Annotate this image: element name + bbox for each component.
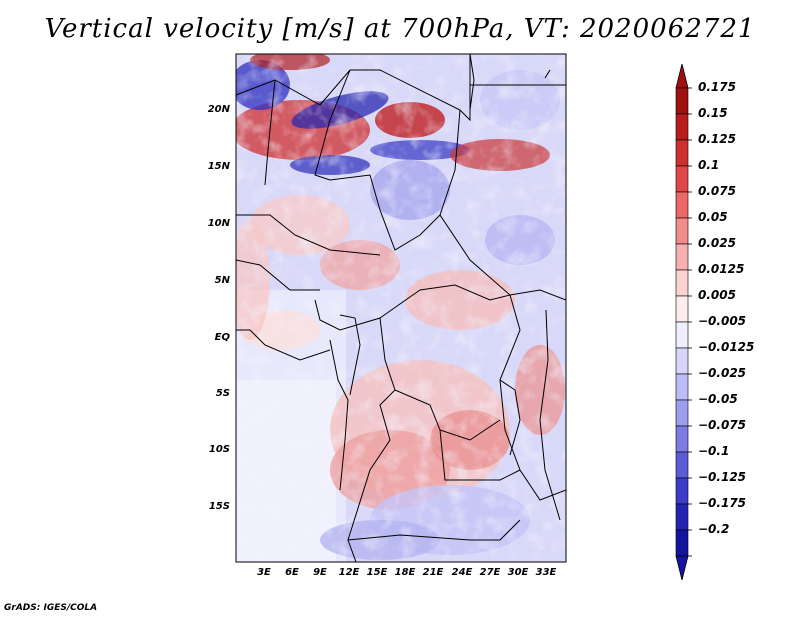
colorbar-segment xyxy=(675,529,689,557)
lat-label-15s: 15S xyxy=(208,501,230,512)
lon-label-30e: 30E xyxy=(507,567,529,578)
colorbar-label: 0.125 xyxy=(698,132,736,146)
colorbar-segment xyxy=(675,139,689,167)
colorbar-label: −0.05 xyxy=(698,392,738,406)
colorbar-segment xyxy=(675,243,689,271)
colorbar-arrow-bottom xyxy=(675,555,689,581)
lon-label-9e: 9E xyxy=(313,567,327,578)
lat-label-5s: 5S xyxy=(215,388,230,399)
lon-label-15e: 15E xyxy=(366,567,388,578)
colorbar-label: −0.2 xyxy=(698,522,730,536)
map-frame xyxy=(235,53,567,563)
colorbar-segment xyxy=(675,347,689,375)
colorbar-segment xyxy=(675,295,689,323)
colorbar-label: 0.15 xyxy=(698,106,728,120)
colorbar-segment xyxy=(675,321,689,349)
colorbar xyxy=(675,63,692,581)
colorbar-label: −0.075 xyxy=(698,418,747,432)
colorbar-segment xyxy=(675,477,689,505)
lat-label-10s: 10S xyxy=(208,444,230,455)
colorbar-label: −0.005 xyxy=(698,314,747,328)
colorbar-label: −0.175 xyxy=(698,496,747,510)
colorbar-segment xyxy=(675,217,689,245)
lat-label-eq: EQ xyxy=(214,332,230,343)
lon-label-33e: 33E xyxy=(535,567,557,578)
colorbar-label: 0.0125 xyxy=(698,262,745,276)
country-borders xyxy=(236,54,566,562)
map-title: Vertical velocity [m/s] at 700hPa, VT: 2… xyxy=(44,14,756,44)
colorbar-segment xyxy=(675,113,689,141)
colorbar-label: 0.05 xyxy=(698,210,728,224)
colorbar-label: −0.025 xyxy=(698,366,747,380)
credit-text: GrADS: IGES/COLA xyxy=(4,603,98,613)
lat-label-10n: 10N xyxy=(207,218,230,229)
colorbar-label: 0.025 xyxy=(698,236,736,250)
lon-label-24e: 24E xyxy=(451,567,473,578)
colorbar-segment xyxy=(675,191,689,219)
colorbar-label: 0.005 xyxy=(698,288,736,302)
lon-label-6e: 6E xyxy=(285,567,299,578)
colorbar-label: 0.1 xyxy=(698,158,720,172)
lon-label-27e: 27E xyxy=(479,567,501,578)
colorbar-segment xyxy=(675,165,689,193)
colorbar-segment xyxy=(675,373,689,401)
lon-label-21e: 21E xyxy=(422,567,444,578)
lon-label-12e: 12E xyxy=(338,567,360,578)
colorbar-label: −0.125 xyxy=(698,470,747,484)
colorbar-arrow-top xyxy=(675,63,689,89)
lon-label-3e: 3E xyxy=(257,567,271,578)
colorbar-segment xyxy=(675,503,689,531)
velocity-field xyxy=(236,54,566,562)
lat-label-20n: 20N xyxy=(207,104,230,115)
colorbar-segment xyxy=(675,451,689,479)
colorbar-label: 0.175 xyxy=(698,80,736,94)
colorbar-label: −0.0125 xyxy=(698,340,755,354)
colorbar-segment xyxy=(675,399,689,427)
colorbar-segment xyxy=(675,425,689,453)
colorbar-segment xyxy=(675,269,689,297)
colorbar-segment xyxy=(675,87,689,115)
lat-label-5n: 5N xyxy=(214,275,230,286)
lat-label-15n: 15N xyxy=(207,161,230,172)
colorbar-label: 0.075 xyxy=(698,184,736,198)
colorbar-label: −0.1 xyxy=(698,444,730,458)
lon-label-18e: 18E xyxy=(394,567,416,578)
